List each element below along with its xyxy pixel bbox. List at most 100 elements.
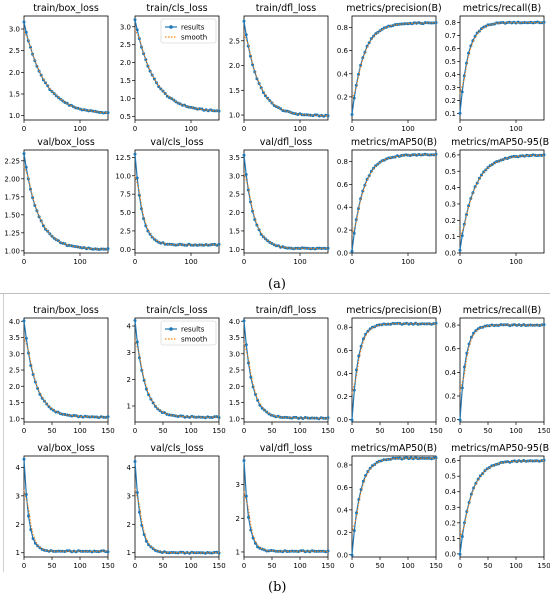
y-tick-label: 1.5 [229, 87, 240, 95]
y-tick-label: 2.0 [229, 383, 240, 391]
data-point [242, 19, 246, 23]
y-tick-label: 0.2 [337, 393, 348, 401]
y-tick-label: 0.6 [445, 345, 457, 353]
x-tick-label: 100 [401, 562, 414, 570]
data-point [251, 536, 255, 540]
data-point [370, 464, 374, 468]
x-tick-label: 0 [242, 258, 246, 266]
data-point [92, 415, 96, 419]
data-point [391, 155, 395, 159]
data-point [276, 549, 280, 553]
data-point [315, 416, 319, 420]
x-tick-label: 0 [133, 427, 137, 435]
data-point [65, 101, 69, 105]
y-tick-label: 0.4 [445, 488, 457, 496]
x-tick-label: 150 [212, 427, 225, 435]
data-point [312, 416, 316, 420]
data-point [24, 165, 28, 169]
data-point [244, 33, 248, 37]
data-point [242, 153, 246, 157]
data-point [490, 22, 494, 26]
data-point [261, 91, 265, 94]
x-tick-label: 100 [73, 125, 86, 133]
series-line-results [351, 153, 437, 252]
data-point [432, 322, 436, 326]
series-line-results [243, 460, 329, 553]
chart-title: val/dfl_loss [260, 443, 312, 454]
x-tick-label: 150 [101, 427, 114, 435]
data-point [302, 113, 306, 117]
y-tick-label: 1.5 [9, 399, 20, 407]
data-point [133, 460, 137, 463]
data-point [352, 96, 356, 100]
x-tick-label: 50 [376, 562, 385, 570]
data-point [364, 474, 368, 477]
y-tick-label: 1.5 [229, 227, 240, 235]
y-tick-label: 0.6 [337, 484, 349, 492]
series-line-smooth [351, 323, 436, 394]
y-tick-label: 3 [236, 481, 240, 489]
chart-axes-frame [23, 455, 109, 558]
chart-b-6: val/box_loss 1 2 3 4 0 50 100 150 [16, 443, 115, 570]
chart-axes-frame [134, 15, 220, 121]
x-tick-label: 100 [401, 125, 414, 133]
data-point [90, 415, 94, 419]
x-tick-label: 0 [22, 125, 26, 133]
chart-a-3: train/dfl_loss 1.0 1.5 2.0 2.5 0 100 [229, 3, 330, 133]
data-point [432, 21, 436, 25]
series-line-results [459, 459, 545, 555]
chart-axes-frame [134, 149, 220, 254]
data-point [488, 324, 491, 328]
y-tick-label: 4 [16, 464, 21, 472]
data-point [393, 456, 397, 460]
data-point [197, 415, 201, 419]
x-tick-label: 0 [458, 562, 462, 570]
y-tick-label: 2 [16, 521, 20, 529]
series-line-smooth [459, 460, 545, 538]
series-line-results [351, 21, 437, 115]
data-point [81, 549, 85, 553]
figure-divider [0, 293, 550, 294]
x-tick-label: 50 [48, 562, 57, 570]
y-tick-label: 4 [127, 464, 132, 472]
data-point [165, 551, 169, 555]
data-point [526, 323, 530, 327]
data-point [153, 404, 157, 408]
data-point [458, 552, 462, 556]
series-line-smooth [243, 342, 328, 419]
chart-title: train/box_loss [33, 3, 99, 14]
chart-axes-frame [351, 149, 437, 254]
y-tick-label: 1.0 [229, 415, 240, 423]
chart-a-4: metrics/precision(B) 0.2 0.4 0.6 0.8 0 100 [337, 3, 442, 133]
chart-title: metrics/mAP50(B) [351, 137, 437, 148]
chart-b-10: metrics/mAP50-95(B) 0.0 0.1 0.2 0.3 0.4 0.5 0.6… [445, 443, 550, 570]
chart-b-1: train/box_loss 1.0 1.5 2.0 2.5 3.0 3.5 4.0 0 50 10… [9, 305, 115, 435]
series-line-smooth [351, 457, 436, 534]
data-point [197, 551, 201, 555]
data-point [317, 549, 321, 553]
data-point [72, 549, 76, 553]
y-tick-label: 2.5 [9, 367, 20, 375]
data-point [350, 553, 354, 557]
x-tick-label: 100 [401, 258, 414, 266]
data-point [83, 549, 87, 553]
data-point [315, 549, 319, 553]
chart-b-7: val/cls_loss 1 2 3 4 0 50 100 150 [127, 443, 226, 570]
x-tick-label: 0 [458, 427, 462, 435]
legend-results-marker [169, 25, 173, 29]
data-point [386, 322, 390, 326]
legend-results-label: results [181, 326, 205, 334]
data-point [91, 109, 95, 113]
y-tick-label: 0.8 [445, 322, 456, 330]
x-tick-label: 150 [212, 562, 225, 570]
y-tick-label: 0.4 [445, 184, 457, 192]
chart-a-2: train/cls_loss 0.5 1.0 1.5 2.0 2.5 3.0 0 100 resu… [120, 3, 221, 133]
data-point [242, 459, 246, 463]
chart-axes-frame [351, 15, 437, 121]
data-point [402, 456, 406, 460]
y-tick-label: 0.8 [445, 19, 456, 27]
y-tick-label: 1.5 [9, 91, 20, 99]
chart-a-10: metrics/mAP50-95(B) 0.0 0.1 0.2 0.3 0.4 0.5 0.6… [445, 137, 550, 266]
chart-a-5: metrics/recall(B) 0.1 0.2 0.3 0.4 0.5 0.6 0.7 0.… [445, 3, 546, 133]
